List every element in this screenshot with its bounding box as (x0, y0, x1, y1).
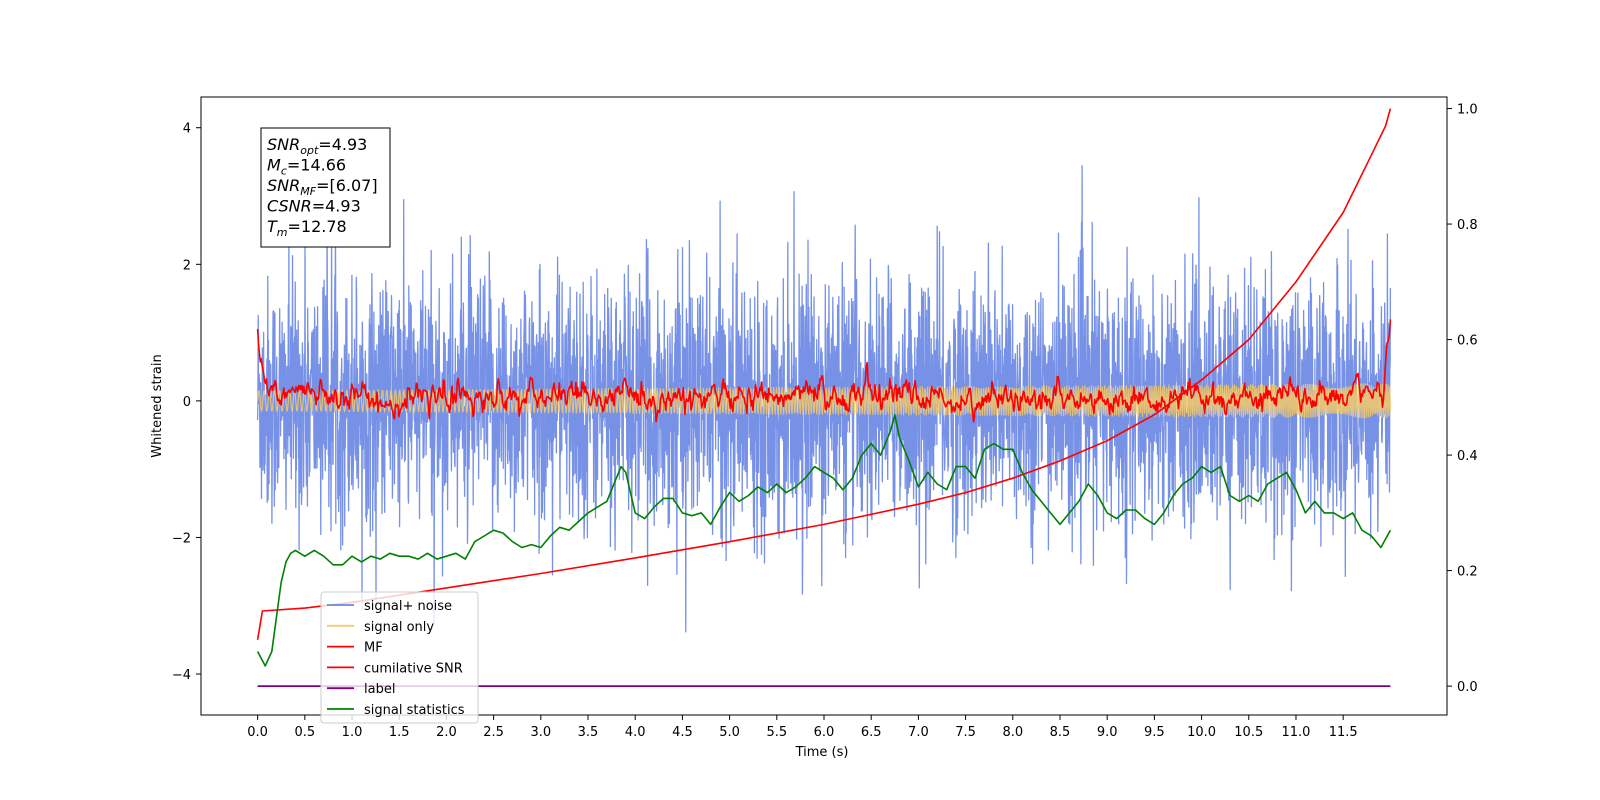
legend-label: label (364, 682, 395, 697)
info-line: CSNR=4.93 (267, 197, 361, 216)
info-box: SNRopt=4.93Mc=14.66SNRMF=[6.07]CSNR=4.93… (260, 127, 391, 248)
x-tick-label: 10.0 (1187, 725, 1216, 740)
x-tick-label: 6.0 (814, 725, 835, 740)
info-line: Mc=14.66 (267, 156, 346, 178)
x-tick-label: 11.5 (1329, 725, 1358, 740)
x-tick-label: 10.5 (1234, 725, 1263, 740)
y2-tick-label: 1.0 (1457, 103, 1478, 118)
legend-item-signal-only: signal only (327, 620, 434, 635)
y2-tick-label: 0.4 (1457, 449, 1478, 464)
y2-tick-label: 0.0 (1457, 680, 1478, 695)
x-tick-label: 0.5 (294, 725, 315, 740)
x-tick-label: 7.0 (908, 725, 929, 740)
y2-tick-label: 0.6 (1457, 334, 1478, 349)
x-tick-label: 9.5 (1144, 725, 1165, 740)
y-tick-label: −4 (172, 668, 191, 683)
legend-label: signal only (364, 620, 434, 635)
y-tick-label: 2 (183, 258, 191, 273)
x-tick-label: 4.5 (672, 725, 693, 740)
x-tick-label: 9.0 (1097, 725, 1118, 740)
x-tick-label: 8.5 (1050, 725, 1071, 740)
legend: signal+ noise signal only MF cumilative SNR… (320, 591, 479, 724)
series-signal-statistics (256, 413, 1392, 667)
legend-item-signal-noise: signal+ noise (327, 599, 452, 614)
legend-label: signal+ noise (364, 599, 452, 614)
y-tick-label: 4 (183, 122, 191, 137)
legend-item-label: label (327, 682, 395, 697)
series-mf (256, 319, 1392, 423)
legend-label: signal statistics (364, 703, 465, 718)
legend-item-signal-statistics: signal statistics (327, 703, 465, 718)
x-tick-label: 5.5 (766, 725, 787, 740)
legend-label: cumilative SNR (364, 661, 463, 676)
y-axis-label: Whitened strain (150, 354, 165, 457)
legend-item-cumilative-snr: cumilative SNR (327, 661, 463, 676)
y-tick-label: −2 (172, 531, 191, 546)
x-tick-label: 7.5 (955, 725, 976, 740)
y2-tick-label: 0.8 (1457, 218, 1478, 233)
x-tick-label: 3.5 (578, 725, 599, 740)
info-box-frame (260, 127, 391, 248)
x-axis-label: Time (s) (795, 745, 849, 760)
x-tick-label: 3.0 (530, 725, 551, 740)
legend-label: MF (364, 641, 383, 656)
axes-layer: 0.0 0.5 1.0 1.5 2.0 2.5 3.0 3.5 4.0 4.5 5.0 5.5 6.0 6… (172, 103, 1478, 740)
x-tick-label: 1.0 (342, 725, 363, 740)
x-tick-label: 8.0 (1002, 725, 1023, 740)
x-tick-label: 11.0 (1281, 725, 1310, 740)
info-line: SNRopt=4.93 (267, 135, 367, 157)
y-tick-label: 0 (183, 395, 191, 410)
info-line: SNRMF=[6.07] (267, 176, 378, 198)
legend-frame (320, 591, 479, 724)
y2-tick-label: 0.2 (1457, 565, 1478, 580)
x-tick-label: 2.5 (483, 725, 504, 740)
info-line: Tm=12.78 (267, 217, 347, 239)
legend-item-mf: MF (327, 641, 383, 656)
x-tick-label: 6.5 (861, 725, 882, 740)
x-tick-label: 4.0 (625, 725, 646, 740)
x-tick-label: 1.5 (389, 725, 410, 740)
x-tick-label: 0.0 (247, 725, 268, 740)
x-tick-label: 2.0 (436, 725, 457, 740)
x-tick-label: 5.0 (719, 725, 740, 740)
